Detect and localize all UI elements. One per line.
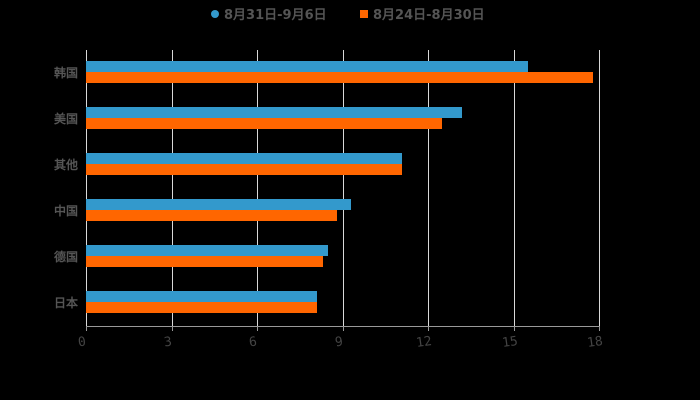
bar-previous-week[interactable] — [86, 118, 443, 129]
bar-current-week[interactable] — [86, 153, 403, 164]
legend-label: 8月31日-9月6日 — [224, 8, 327, 23]
bar-current-week[interactable] — [86, 107, 463, 118]
x-tick-label: 15 — [500, 333, 519, 352]
x-tick — [513, 326, 515, 331]
category-label: 中国 — [53, 204, 78, 218]
category-label: 德国 — [53, 250, 78, 264]
gridline — [513, 50, 515, 326]
x-axis-line — [86, 326, 599, 327]
x-tick-label: 0 — [77, 334, 87, 351]
x-tick-label: 6 — [248, 334, 258, 351]
bar-previous-week[interactable] — [86, 72, 594, 83]
square-marker-icon — [360, 9, 368, 18]
x-tick-label: 3 — [162, 334, 173, 351]
legend: 8月31日-9月6日 8月24日-8月30日 — [0, 4, 700, 23]
circle-marker-icon — [211, 9, 219, 18]
category-label: 日本 — [53, 296, 78, 310]
legend-item-series-2[interactable]: 8月24日-8月30日 — [360, 4, 485, 23]
category-label: 其他 — [53, 158, 78, 172]
category-label: 美国 — [53, 112, 78, 126]
bar-current-week[interactable] — [86, 199, 352, 210]
bar-previous-week[interactable] — [86, 210, 337, 221]
x-tick-label: 18 — [586, 333, 604, 352]
x-tick-label: 9 — [333, 334, 344, 351]
bar-current-week[interactable] — [86, 291, 317, 302]
x-tick-label: 12 — [415, 333, 433, 352]
bar-previous-week[interactable] — [86, 256, 323, 267]
legend-label: 8月24日-8月30日 — [373, 8, 485, 23]
category-label: 韩国 — [53, 66, 78, 80]
legend-item-series-1[interactable]: 8月31日-9月6日 — [211, 4, 327, 23]
gridline — [599, 50, 600, 326]
gridline — [342, 50, 344, 326]
bar-previous-week[interactable] — [86, 302, 317, 313]
x-tick — [171, 326, 173, 331]
x-tick — [428, 326, 429, 331]
x-tick — [257, 326, 258, 331]
x-tick — [599, 326, 600, 331]
bar-previous-week[interactable] — [86, 164, 403, 175]
x-tick — [342, 326, 344, 331]
x-tick — [86, 326, 87, 331]
bar-current-week[interactable] — [86, 61, 528, 72]
gridline — [257, 50, 258, 326]
bar-current-week[interactable] — [86, 245, 329, 256]
gridline — [86, 50, 87, 326]
gridline — [171, 50, 173, 326]
gridline — [428, 50, 429, 326]
